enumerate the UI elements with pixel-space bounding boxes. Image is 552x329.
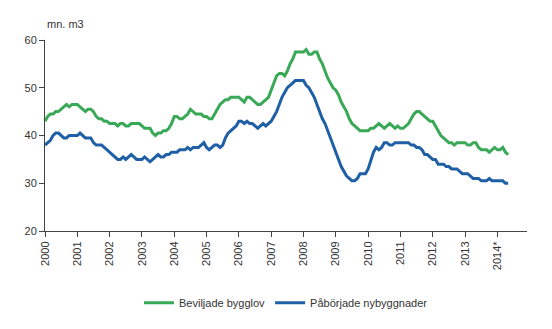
svg-text:2014*: 2014* xyxy=(491,241,503,270)
svg-text:2004: 2004 xyxy=(168,241,180,265)
svg-text:2003: 2003 xyxy=(136,241,148,265)
svg-text:30: 30 xyxy=(25,177,37,189)
svg-text:2013: 2013 xyxy=(459,241,471,265)
svg-text:40: 40 xyxy=(25,129,37,141)
svg-text:Påbörjade nybyggnader: Påbörjade nybyggnader xyxy=(310,297,427,309)
svg-text:50: 50 xyxy=(25,82,37,94)
svg-text:2002: 2002 xyxy=(103,241,115,265)
svg-text:2012: 2012 xyxy=(426,241,438,265)
svg-text:Beviljade bygglov: Beviljade bygglov xyxy=(179,297,265,309)
svg-text:2006: 2006 xyxy=(232,241,244,265)
svg-text:60: 60 xyxy=(25,34,37,46)
svg-text:2001: 2001 xyxy=(71,241,83,265)
svg-text:mn. m3: mn. m3 xyxy=(47,18,84,30)
svg-text:2010: 2010 xyxy=(362,241,374,265)
svg-text:2000: 2000 xyxy=(39,241,51,265)
svg-text:20: 20 xyxy=(25,225,37,237)
svg-text:2005: 2005 xyxy=(200,241,212,265)
svg-text:2008: 2008 xyxy=(297,241,309,265)
svg-text:2007: 2007 xyxy=(265,241,277,265)
svg-text:2011: 2011 xyxy=(394,241,406,265)
svg-text:2009: 2009 xyxy=(329,241,341,265)
